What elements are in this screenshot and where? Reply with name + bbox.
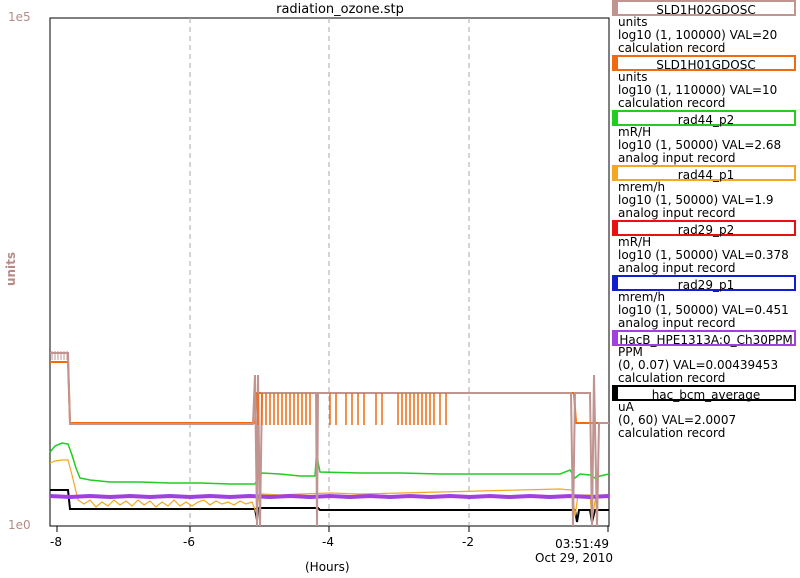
legend-range: (0, 60) VAL=2.0007 xyxy=(618,413,737,427)
y-tick-bottom: 1e0 xyxy=(8,518,31,532)
legend-type: calculation record xyxy=(618,426,726,440)
legend-units: uA xyxy=(618,400,634,414)
plot-title: radiation_ozone.stp xyxy=(276,2,404,17)
timestamp-date: Oct 29, 2010 xyxy=(535,551,613,565)
legend-units: units xyxy=(618,15,648,29)
legend-box[interactable]: rad29_p1 xyxy=(612,275,796,292)
legend-entry[interactable]: rad44_p1 mrem/h log10 (1, 50000) VAL=1.9… xyxy=(612,165,800,220)
legend-units: mrem/h xyxy=(618,290,666,304)
legend-box[interactable]: hac_bcm_average xyxy=(612,385,796,402)
trace-rad44-p1 xyxy=(49,459,609,521)
x-tick-neg4: -4 xyxy=(322,535,334,549)
legend-entry[interactable]: hac_bcm_average uA (0, 60) VAL=2.0007 ca… xyxy=(612,385,800,440)
legend-type: analog input record xyxy=(618,261,736,275)
x-tick-neg8: -8 xyxy=(50,535,62,549)
legend-entry[interactable]: rad29_p1 mrem/h log10 (1, 50000) VAL=0.4… xyxy=(612,275,800,330)
legend-range: (0, 0.07) VAL=0.00439453 xyxy=(618,358,779,372)
timestamp-time: 03:51:49 xyxy=(555,537,609,551)
legend-units: mR/H xyxy=(618,125,652,139)
legend-box[interactable]: rad44_p1 xyxy=(612,165,796,182)
legend-range: log10 (1, 50000) VAL=0.451 xyxy=(618,303,789,317)
legend-entry[interactable]: rad44_p2 mR/H log10 (1, 50000) VAL=2.68 … xyxy=(612,110,800,165)
legend-entry[interactable]: SLD1H01GDOSC units log10 (1, 110000) VAL… xyxy=(612,55,800,110)
y-tick-top: 1e5 xyxy=(8,10,31,24)
legend-type: analog input record xyxy=(618,151,736,165)
trace-sld1h02gdosc xyxy=(50,352,609,527)
x-tick-neg2: -2 xyxy=(462,535,474,549)
x-timestamp: 03:51:49 Oct 29, 2010 xyxy=(535,537,613,565)
legend-units: PPM xyxy=(618,345,643,359)
legend-type: calculation record xyxy=(618,96,726,110)
trace-hacb-ppm xyxy=(49,493,610,500)
legend-box[interactable]: HacB_HPE1313A:0_Ch30PPM xyxy=(612,330,796,347)
legend-range: log10 (1, 50000) VAL=0.378 xyxy=(618,248,789,262)
x-axis-label: (Hours) xyxy=(305,560,350,574)
y-axis-label: units xyxy=(4,251,19,287)
legend-entry[interactable]: SLD1H02GDOSC units log10 (1, 100000) VAL… xyxy=(612,0,800,55)
legend-range: log10 (1, 50000) VAL=2.68 xyxy=(618,138,782,152)
legend-type: calculation record xyxy=(618,371,726,385)
legend-units: units xyxy=(618,70,648,84)
legend-panel: SLD1H02GDOSC units log10 (1, 100000) VAL… xyxy=(612,0,800,440)
legend-box[interactable]: SLD1H02GDOSC xyxy=(612,0,796,17)
legend-type: analog input record xyxy=(618,206,736,220)
x-tick-neg6: -6 xyxy=(183,535,195,549)
legend-entry[interactable]: rad29_p2 mR/H log10 (1, 50000) VAL=0.378… xyxy=(612,220,800,275)
legend-range: log10 (1, 50000) VAL=1.9 xyxy=(618,193,774,207)
legend-box[interactable]: rad44_p2 xyxy=(612,110,796,127)
legend-entry[interactable]: HacB_HPE1313A:0_Ch30PPM PPM (0, 0.07) VA… xyxy=(612,330,800,385)
trace-sld1h02gdosc-start-noise xyxy=(51,351,68,360)
legend-type: calculation record xyxy=(618,41,726,55)
legend-range: log10 (1, 110000) VAL=10 xyxy=(618,83,778,97)
legend-type: analog input record xyxy=(618,316,736,330)
legend-box[interactable]: SLD1H01GDOSC xyxy=(612,55,796,72)
legend-box[interactable]: rad29_p2 xyxy=(612,220,796,237)
trace-sld1h01gdosc-oscillation xyxy=(257,393,447,425)
legend-units: mrem/h xyxy=(618,180,666,194)
legend-units: mR/H xyxy=(618,235,652,249)
legend-range: log10 (1, 100000) VAL=20 xyxy=(618,28,778,42)
